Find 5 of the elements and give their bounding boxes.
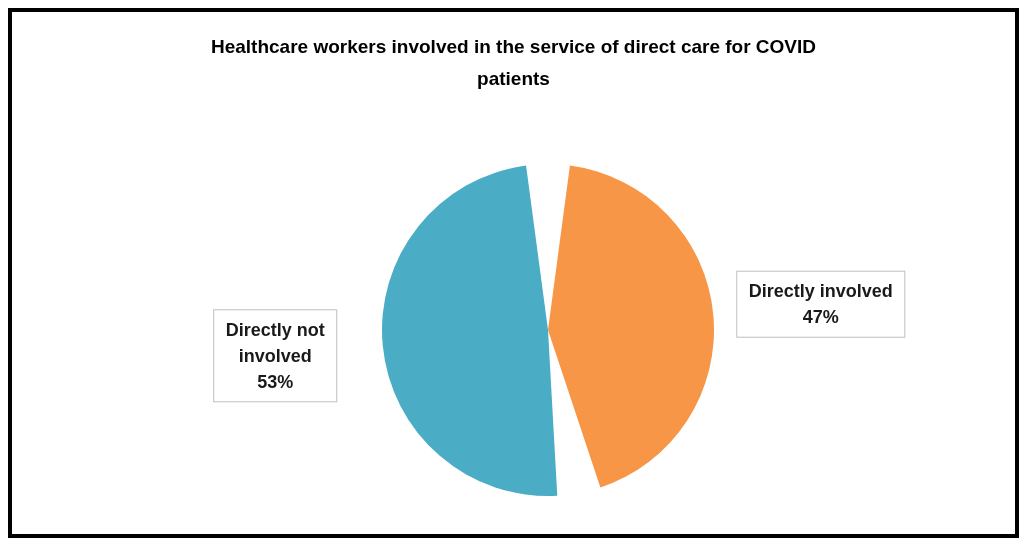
data-label: 53%: [257, 371, 294, 392]
chart-title: Healthcare workers involved in the service of direct care for COVID patients: [210, 36, 817, 89]
slice-label: Directly not involved: [225, 319, 325, 366]
slice-label: Directly involved: [748, 280, 893, 301]
data-label: 47%: [802, 306, 839, 327]
